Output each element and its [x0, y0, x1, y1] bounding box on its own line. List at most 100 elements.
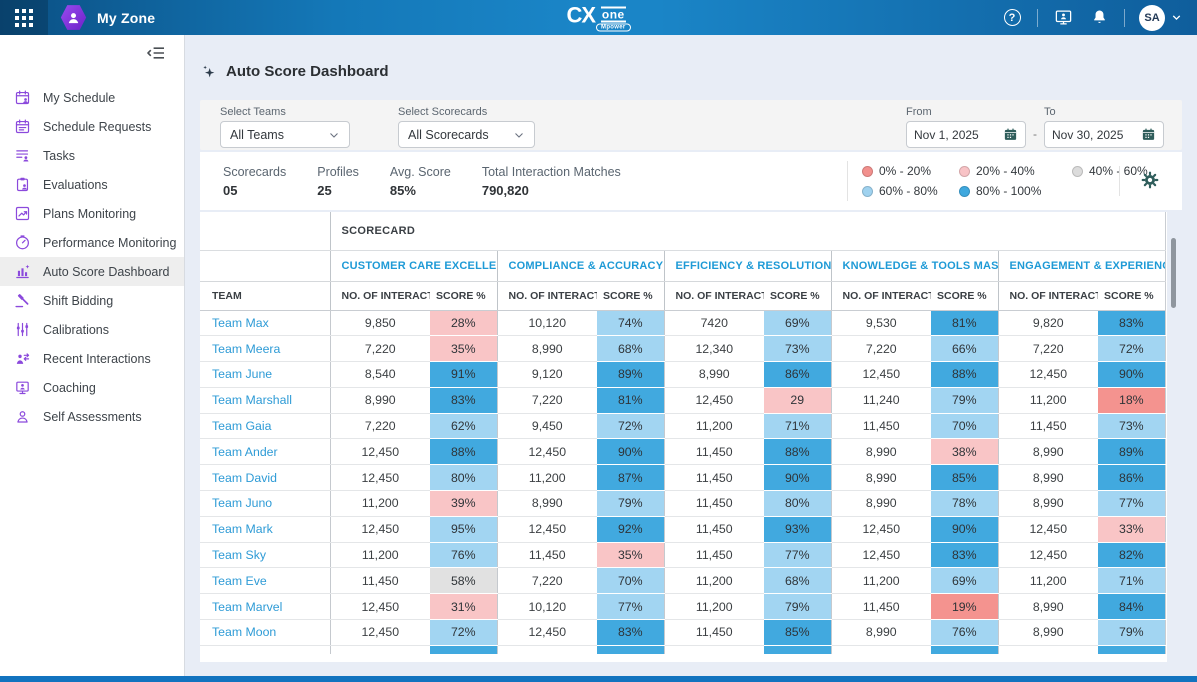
- stat-label: Scorecards: [223, 164, 287, 179]
- sidebar-nav: My Schedule Schedule Requests Tasks Evaluat…: [0, 83, 184, 431]
- team-link[interactable]: Team Sky: [200, 542, 330, 569]
- sidebar-item-label: Self Assessments: [43, 409, 142, 424]
- interactions-cell: 12,450: [997, 361, 1098, 388]
- team-link[interactable]: Team Moon: [200, 619, 330, 646]
- interactions-cell: 12,450: [496, 438, 597, 466]
- stat-label: Total Interaction Matches: [481, 164, 621, 179]
- sidebar-item-label: My Schedule: [43, 90, 116, 105]
- legend-dot-icon: [959, 165, 970, 177]
- teams-select[interactable]: All Teams: [220, 121, 350, 148]
- team-link[interactable]: Team Marshall: [200, 387, 330, 414]
- stat-value: 25: [317, 182, 332, 198]
- interactions-cell: 12,450: [496, 516, 597, 543]
- table-row: Team Marshall 8,990 83% 7,220 81% 12,450 29 11,…: [200, 387, 1166, 414]
- team-link[interactable]: Team Max: [200, 310, 330, 337]
- stat-avg-score: Avg. Score 85%: [390, 165, 451, 198]
- score-cell: 35%: [430, 335, 497, 363]
- sidebar-item-calibrations[interactable]: Calibrations: [0, 315, 184, 344]
- sidebar-item-coaching[interactable]: Coaching: [0, 373, 184, 402]
- table-settings-button[interactable]: [1140, 170, 1160, 190]
- team-link[interactable]: Team Marvel: [200, 593, 330, 621]
- interactions-cell: 9,530: [830, 310, 931, 337]
- score-cell: 83%: [1098, 310, 1166, 337]
- interactions-cell: 11,200: [830, 567, 931, 595]
- notifications-button[interactable]: [1088, 7, 1110, 29]
- score-cell: 83%: [931, 542, 998, 569]
- sidebar-item-self-assessments[interactable]: Self Assessments: [0, 402, 184, 431]
- help-button[interactable]: ?: [1001, 7, 1023, 29]
- user-arrows-icon: [14, 350, 31, 367]
- sidebar-item-auto-score-dashboard[interactable]: Auto Score Dashboard: [0, 257, 184, 286]
- sidebar-item-performance-monitoring[interactable]: Performance Monitoring: [0, 228, 184, 257]
- interactions-cell: 12,450: [329, 464, 430, 492]
- team-link[interactable]: Team Eve: [200, 567, 330, 595]
- interactions-cell: 7,220: [997, 335, 1098, 363]
- sidebar-item-my-schedule[interactable]: My Schedule: [0, 83, 184, 112]
- sidebar-item-recent-interactions[interactable]: Recent Interactions: [0, 344, 184, 373]
- interactions-cell: 9,820: [997, 310, 1098, 337]
- sidebar-item-tasks[interactable]: Tasks: [0, 141, 184, 170]
- apps-grid-button[interactable]: [0, 0, 48, 35]
- score-cell: 69%: [764, 310, 831, 337]
- bar-chart-icon: [14, 263, 31, 280]
- team-link[interactable]: Team Juno: [200, 490, 330, 517]
- topbar-divider: [1037, 8, 1038, 27]
- team-link[interactable]: Team Meera: [200, 335, 330, 363]
- team-column-header: TEAM: [200, 281, 330, 311]
- task-list-icon: [14, 147, 31, 164]
- interactions-cell: 7,220: [496, 387, 597, 414]
- team-link[interactable]: Team David: [200, 464, 330, 492]
- user-menu[interactable]: SA: [1139, 4, 1183, 31]
- score-cell: 77%: [597, 593, 664, 621]
- table-row: Team June 8,540 91% 9,120 89% 8,990 86% 12,450 8…: [200, 361, 1166, 388]
- score-column-header: SCORE %: [430, 281, 497, 311]
- sidebar-collapse-button[interactable]: [146, 45, 168, 63]
- vertical-scrollbar-thumb[interactable]: [1171, 238, 1176, 308]
- screen-share-button[interactable]: [1052, 7, 1074, 29]
- to-date-input[interactable]: Nov 30, 2025: [1044, 121, 1164, 148]
- interactions-column-header: NO. OF INTERACTI...: [329, 281, 430, 311]
- interactions-column-header: NO. OF INTERACTI...: [663, 281, 764, 311]
- date-range-separator: -: [1033, 127, 1037, 141]
- score-cell: 81%: [931, 310, 998, 337]
- score-cell: 90%: [764, 464, 831, 492]
- sidebar-item-evaluations[interactable]: Evaluations: [0, 170, 184, 199]
- sidebar-item-schedule-requests[interactable]: Schedule Requests: [0, 112, 184, 141]
- score-column-header: SCORE %: [764, 281, 831, 311]
- scorecards-select[interactable]: All Scorecards: [398, 121, 535, 148]
- from-date-input[interactable]: Nov 1, 2025: [906, 121, 1026, 148]
- score-cell: 83%: [430, 387, 497, 414]
- interactions-cell: 11,200: [997, 567, 1098, 595]
- to-date-value: Nov 30, 2025: [1052, 127, 1124, 142]
- score-cell: 18%: [1098, 387, 1166, 414]
- app-title: My Zone: [97, 9, 156, 26]
- score-cell: 90%: [1098, 361, 1166, 388]
- interactions-cell: 12,450: [830, 516, 931, 543]
- chart-arrow-icon: [14, 205, 31, 222]
- interactions-cell: 11,450: [663, 619, 764, 646]
- teams-filter-label: Select Teams: [220, 106, 286, 118]
- team-link[interactable]: Team Gaia: [200, 413, 330, 440]
- my-zone-app-switcher[interactable]: My Zone: [60, 4, 155, 31]
- sidebar-item-shift-bidding[interactable]: Shift Bidding: [0, 286, 184, 315]
- sidebar-item-plans-monitoring[interactable]: Plans Monitoring: [0, 199, 184, 228]
- score-cell: 31%: [430, 593, 497, 621]
- interactions-cell: 12,450: [830, 361, 931, 388]
- stat-total-interaction-matches: Total Interaction Matches 790,820: [482, 165, 621, 198]
- main-content: Auto Score Dashboard Select Teams All Te…: [185, 35, 1197, 682]
- legend-dot-icon: [959, 185, 970, 197]
- from-date-label: From: [906, 106, 932, 118]
- scorecard-group-header: CUSTOMER CARE EXCELLENCE: [329, 250, 497, 282]
- stat-profiles: Profiles 25: [317, 165, 359, 198]
- collapse-panel-icon: [147, 47, 164, 59]
- sidebar-item-label: Evaluations: [43, 177, 108, 192]
- legend-item: 40% - 60%: [1072, 164, 1168, 178]
- team-link[interactable]: Team Mark: [200, 516, 330, 543]
- team-link[interactable]: Team June: [200, 361, 330, 388]
- team-link[interactable]: Team Ander: [200, 438, 330, 466]
- interactions-cell: 8,990: [329, 387, 430, 414]
- chevron-down-icon: [1172, 15, 1181, 21]
- score-cell: 85%: [931, 464, 998, 492]
- score-cell: 33%: [1098, 516, 1166, 543]
